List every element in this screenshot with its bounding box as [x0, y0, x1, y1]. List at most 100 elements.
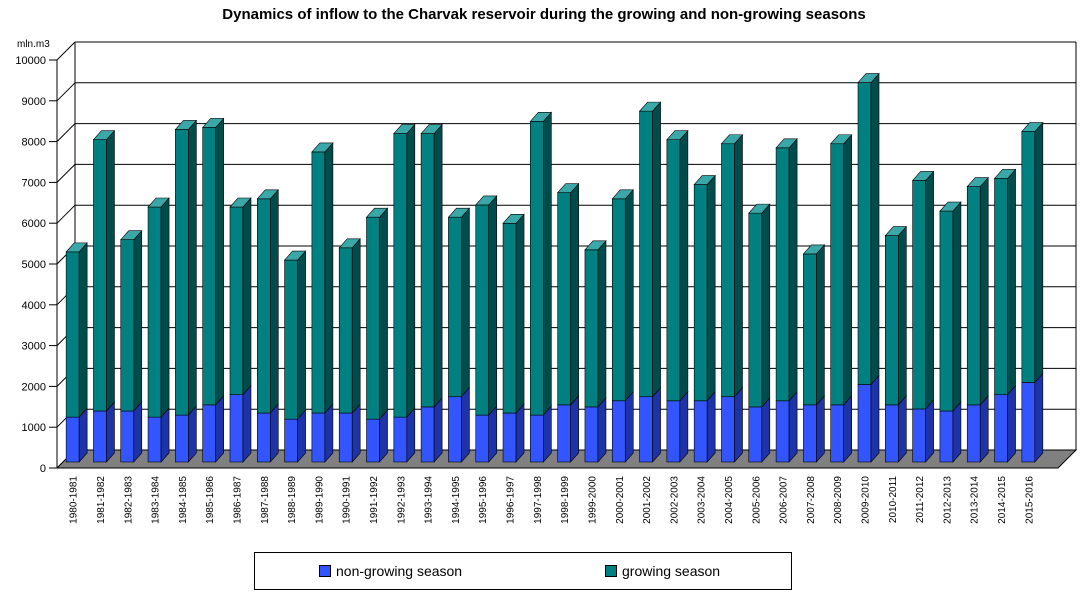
bar-non-growing — [666, 400, 681, 463]
bar-non-growing — [448, 396, 462, 463]
bar-growing — [966, 186, 981, 406]
x-tick-label: 2004-2005 — [724, 476, 735, 524]
x-tick-label: 1984-1985 — [178, 476, 189, 524]
bar-top — [283, 250, 307, 261]
x-tick-label: 1981-1982 — [96, 476, 107, 524]
bar-growing — [1021, 131, 1036, 383]
bar-growing-side — [188, 119, 197, 416]
axis-layer: 0 1000 2000 3000 4000 5000 6000 7000 8000 9000 100… — [15, 55, 1035, 524]
bar-non-growing — [611, 400, 626, 463]
bar-stack — [365, 207, 389, 463]
legend-swatch-non-growing — [319, 565, 331, 577]
bar-growing-side — [269, 189, 279, 414]
bar-stack — [202, 117, 225, 463]
bar-growing-side — [597, 240, 607, 408]
gridline-side — [56, 123, 76, 142]
bar-top — [939, 201, 962, 212]
bar-growing — [939, 210, 954, 412]
bar-top — [120, 230, 143, 240]
bar-growing — [311, 151, 326, 414]
bar-non-growing-side — [597, 397, 607, 463]
bar-non-growing-side — [624, 391, 634, 463]
y-axis-label: mln.m3 — [17, 39, 50, 50]
x-tick-label: 1998-1999 — [560, 476, 571, 524]
bar-growing-side — [488, 195, 498, 416]
y-tick-label: 4000 — [22, 300, 46, 312]
bar-non-growing — [65, 416, 80, 463]
bar-growing — [530, 121, 544, 416]
bar-non-growing-side — [788, 391, 798, 463]
bar-non-growing — [120, 410, 135, 463]
gridline-side — [56, 82, 76, 102]
bar-non-growing — [803, 404, 817, 463]
bar-growing — [721, 143, 735, 398]
bar-stack — [693, 174, 716, 463]
x-tick-label: 2007-2008 — [806, 476, 817, 524]
bar-top — [229, 197, 252, 208]
bar-top — [556, 183, 580, 194]
bar-stack — [775, 138, 798, 463]
gridline-side — [56, 164, 76, 183]
legend-item-non-growing: non-growing season — [319, 563, 462, 579]
bar-stack — [911, 170, 935, 463]
bar-top — [92, 130, 116, 140]
bar-non-growing — [530, 414, 544, 463]
bar-stack — [857, 72, 880, 463]
bar-top — [693, 175, 716, 185]
bar-growing — [857, 82, 872, 385]
bar-non-growing — [202, 404, 216, 463]
bar-growing-side — [788, 138, 798, 402]
bar-growing-side — [816, 244, 825, 406]
bar-top — [966, 177, 989, 187]
bar-growing-side — [706, 174, 716, 402]
bar-top — [529, 112, 553, 122]
bar-non-growing — [721, 396, 735, 463]
bar-growing — [229, 206, 244, 395]
bar-growing — [830, 143, 845, 406]
bar-growing-side — [160, 197, 170, 418]
bar-top — [666, 130, 689, 140]
y-tick-label: 2000 — [22, 381, 46, 393]
y-tick-label: 5000 — [22, 259, 46, 271]
x-tick-label: 1993-1994 — [424, 476, 435, 524]
bar-top — [775, 138, 798, 149]
bar-growing — [175, 129, 189, 416]
gridline-side — [56, 41, 76, 61]
bar-top — [420, 124, 443, 134]
bar-growing-side — [679, 129, 689, 402]
bar-growing — [775, 147, 790, 402]
bar-growing — [803, 253, 817, 406]
x-tick-label: 1985-1986 — [205, 476, 216, 524]
x-tick-label: 2012-2013 — [942, 476, 953, 524]
bar-top — [857, 73, 880, 83]
bar-non-growing — [1021, 382, 1036, 463]
bar-stack — [939, 201, 962, 463]
bar-non-growing — [229, 394, 244, 463]
bar-top — [584, 240, 607, 251]
bar-stack — [556, 182, 580, 463]
bar-non-growing — [311, 412, 326, 463]
bar-non-growing — [557, 404, 571, 463]
bar-top — [830, 134, 853, 145]
bar-non-growing-side — [133, 401, 143, 463]
x-tick-label: 2008-2009 — [833, 476, 844, 524]
bar-stack — [666, 129, 689, 463]
bar-growing — [393, 133, 408, 418]
bar-growing-side — [979, 176, 989, 406]
bar-non-growing-side — [461, 386, 470, 463]
legend-swatch-growing — [605, 565, 617, 577]
bar-top — [174, 120, 198, 130]
x-tick-label: 2009-2010 — [861, 476, 872, 524]
bar-stack — [475, 195, 498, 463]
bar-non-growing — [147, 416, 162, 463]
y-tick-label: 3000 — [22, 341, 46, 353]
x-tick-label: 2006-2007 — [779, 476, 790, 524]
legend: non-growing season growing season — [254, 552, 792, 590]
bar-growing-side — [78, 242, 88, 418]
bar-growing-side — [461, 207, 470, 398]
bar-growing — [256, 198, 271, 414]
bar-non-growing-side — [706, 391, 716, 463]
bar-non-growing-side — [324, 403, 334, 463]
bar-stack — [311, 142, 334, 463]
bar-top — [65, 242, 88, 253]
